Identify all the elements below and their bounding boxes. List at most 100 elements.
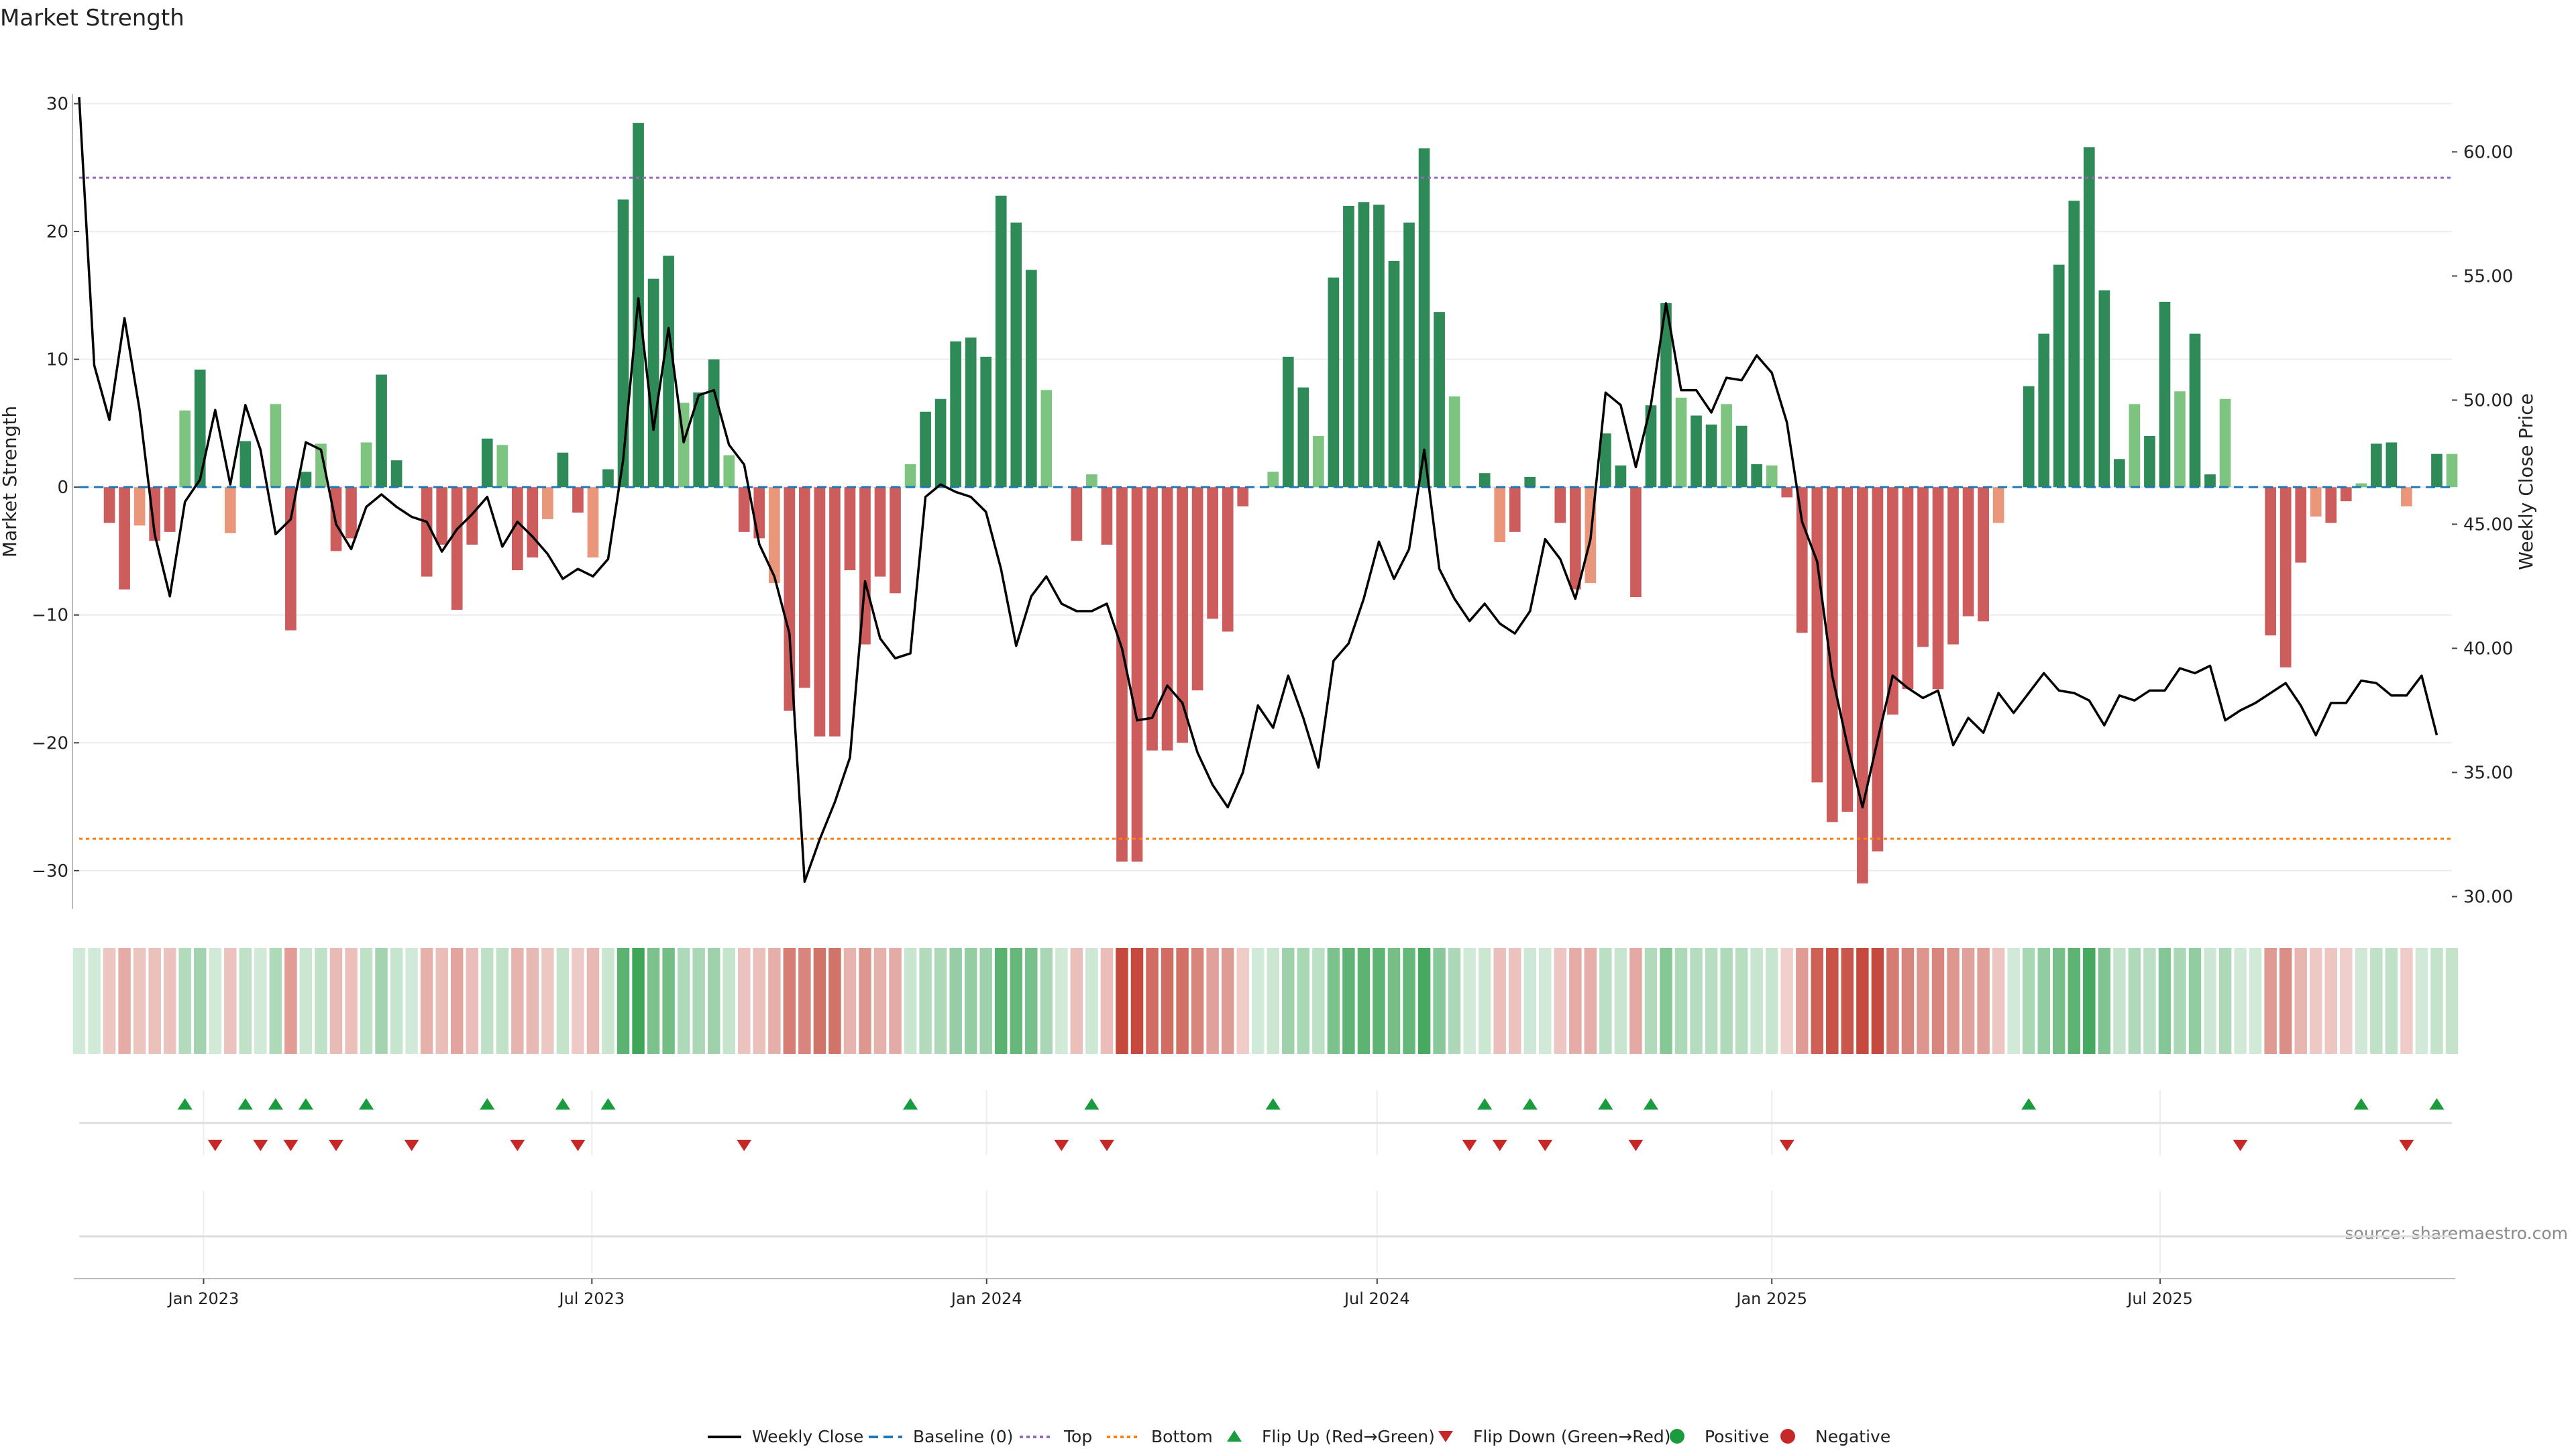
strength-bar-negative xyxy=(844,487,856,571)
heat-cell xyxy=(1206,948,1219,1054)
strength-bar-negative xyxy=(829,487,841,737)
strength-bar-positive xyxy=(481,438,493,488)
strength-bar-positive xyxy=(1690,415,1702,488)
right-tick-label: 50.00 xyxy=(2463,390,2513,411)
heat-cell xyxy=(1871,948,1884,1054)
heat-cell xyxy=(345,948,358,1054)
heat-cell xyxy=(949,948,962,1054)
flip-up-marker xyxy=(1477,1098,1493,1110)
heat-cell xyxy=(738,948,751,1054)
right-tick-label: 35.00 xyxy=(2463,763,2513,783)
heat-cell xyxy=(1191,948,1204,1054)
time-tick-label: Jan 2023 xyxy=(167,1289,239,1308)
left-tick-label: −30 xyxy=(32,861,68,881)
heat-cell xyxy=(873,948,887,1054)
flip-down-marker xyxy=(1492,1140,1507,1151)
reference-lines xyxy=(79,176,2452,840)
strength-bar-negative xyxy=(103,487,115,523)
strength-bar-negative xyxy=(1796,487,1808,633)
heat-cell xyxy=(1267,948,1280,1054)
strength-bar-positive xyxy=(1010,222,1022,488)
heat-cell xyxy=(1403,948,1415,1054)
strength-bar-positive xyxy=(693,392,705,488)
flip-down-marker xyxy=(1462,1140,1477,1151)
heat-cell xyxy=(2340,948,2353,1054)
flip-down-marker xyxy=(2399,1140,2414,1151)
left-tick-label: 20 xyxy=(46,222,68,242)
strength-bar-positive xyxy=(360,442,372,488)
heat-cell xyxy=(1433,948,1446,1054)
strength-bar-negative xyxy=(2340,487,2352,502)
strength-bar-negative xyxy=(1222,487,1234,632)
heat-cell xyxy=(1221,948,1234,1054)
strength-bar-negative xyxy=(1131,487,1143,862)
strength-bar-positive xyxy=(904,464,916,488)
strength-bar-negative xyxy=(2279,487,2292,667)
right-axis-label: Weekly Close Price xyxy=(2515,393,2537,570)
strength-bar-positive xyxy=(300,472,312,488)
heat-cell xyxy=(375,948,388,1054)
strength-bar-negative xyxy=(2265,487,2276,636)
strength-bar-negative xyxy=(784,487,796,711)
heat-cell xyxy=(1931,948,1945,1054)
strength-bar-positive xyxy=(2371,443,2382,488)
strength-bar-negative xyxy=(1630,487,1642,598)
strength-bar-negative xyxy=(1146,487,1158,751)
flip-up-marker xyxy=(2429,1098,2445,1110)
right-tick-label: 40.00 xyxy=(2463,639,2513,659)
heat-cell xyxy=(1085,948,1098,1054)
strength-bar-positive xyxy=(1675,397,1687,488)
heat-cell xyxy=(919,948,932,1054)
strength-bar-positive xyxy=(1373,205,1385,488)
heat-cell xyxy=(1055,948,1068,1054)
flip-down-marker xyxy=(253,1140,268,1151)
strength-bar-positive xyxy=(557,452,569,488)
heat-cell xyxy=(1251,948,1265,1054)
strength-bar-negative xyxy=(1101,487,1113,545)
strength-bar-negative xyxy=(1161,487,1173,751)
left-tick-label: 0 xyxy=(57,478,68,498)
strength-bar-negative xyxy=(542,487,553,519)
heat-cell xyxy=(1886,948,1899,1054)
strength-bar-negative xyxy=(890,487,901,594)
strength-bar-positive xyxy=(1448,396,1460,488)
heat-cell xyxy=(2204,948,2216,1054)
strength-bar-positive xyxy=(179,410,191,488)
strength-bar-positive xyxy=(270,404,282,488)
strength-bar-positive xyxy=(2159,301,2171,488)
heat-cell xyxy=(88,948,101,1054)
strength-bar-negative xyxy=(753,487,765,539)
legend-label: Positive xyxy=(1705,1427,1769,1446)
strength-bar-positive xyxy=(1479,473,1491,488)
heat-cell xyxy=(1962,948,1975,1054)
strength-bar-positive xyxy=(1040,390,1053,488)
flip-up-marker xyxy=(177,1098,193,1110)
heat-cell xyxy=(2128,948,2141,1054)
strength-bar-negative xyxy=(1887,487,1898,715)
heat-cell xyxy=(616,948,630,1054)
heat-cell xyxy=(1100,948,1114,1054)
heat-cell xyxy=(934,948,947,1054)
strength-bar-negative xyxy=(814,487,826,737)
strength-bar-negative xyxy=(2401,487,2412,506)
heat-cell xyxy=(904,948,917,1054)
heat-cell xyxy=(2430,948,2443,1054)
heat-cell xyxy=(1010,948,1023,1054)
heat-cell xyxy=(2355,948,2368,1054)
heat-cell xyxy=(1811,948,1824,1054)
strength-bar-negative xyxy=(224,487,236,533)
heat-cell xyxy=(239,948,252,1054)
heat-cell xyxy=(1660,948,1672,1054)
heat-cell xyxy=(284,948,297,1054)
strength-bar-negative xyxy=(1947,487,1959,645)
legend-label: Bottom xyxy=(1151,1427,1213,1446)
flip-down-marker xyxy=(1538,1140,1553,1151)
legend: Weekly Close Baseline (0) Top Bottom Flip Up… xyxy=(708,1427,1890,1446)
heat-cell xyxy=(692,948,705,1054)
heat-cell xyxy=(753,948,766,1054)
heat-cell xyxy=(768,948,781,1054)
heat-cell xyxy=(2174,948,2186,1054)
heat-cell xyxy=(541,948,554,1054)
strength-bar-positive xyxy=(1418,148,1430,488)
strength-bar-negative xyxy=(738,487,750,532)
